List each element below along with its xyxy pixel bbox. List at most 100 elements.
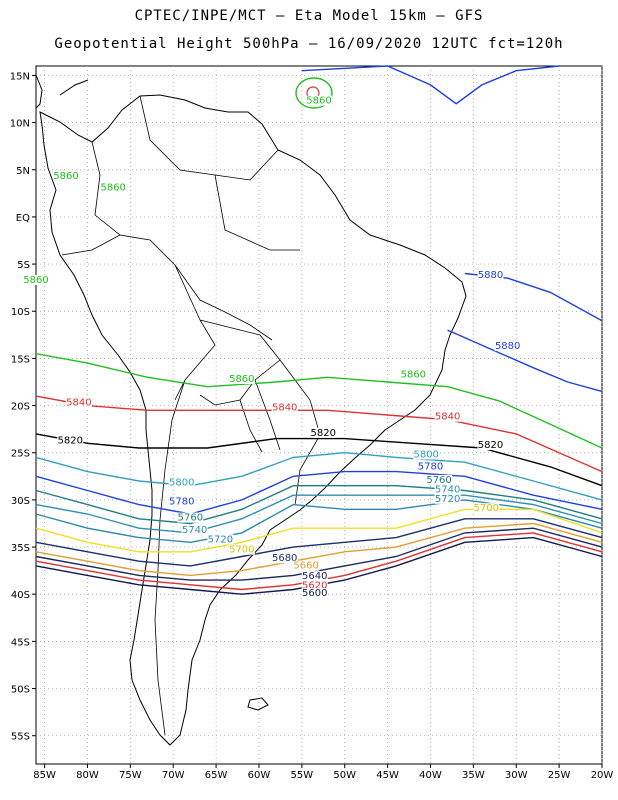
contour-label-5860: 5860 (306, 96, 331, 107)
contour-labels: 5860 5860 5860 5860 5860 5860 5880 5880 5840 5840… (23, 95, 521, 599)
lat-tick-label: 45S (11, 637, 30, 648)
contour-5880 (301, 65, 560, 105)
lon-tick-label: 85W (33, 770, 56, 781)
lon-tick-label: 40W (419, 770, 442, 781)
contour-label-bg (271, 553, 298, 564)
contour-label-bg (310, 427, 337, 438)
contour-label-bg (177, 512, 204, 523)
lat-tick-label: 50S (11, 685, 30, 696)
contour-label-bg (400, 369, 427, 380)
contour-label-5840: 5840 (66, 398, 91, 409)
lat-tick-label: 15N (10, 71, 30, 82)
contour-5620 (35, 532, 603, 591)
contour-label-5660: 5660 (293, 561, 318, 572)
falkland-islands (247, 697, 269, 711)
lat-tick-label: 5S (17, 260, 30, 271)
contour-5800 (35, 451, 603, 501)
lon-tick-label: 45W (376, 770, 399, 781)
contour-label-5860: 5860 (100, 183, 125, 194)
contour-label-bg (473, 503, 500, 514)
contour-label-bg (293, 560, 320, 571)
closed-5860-contour (295, 77, 333, 109)
contour-label-bg (207, 534, 234, 545)
contour-label-bg (301, 580, 328, 591)
contour-label-bg (494, 340, 521, 351)
lat-tick-label: 5N (16, 166, 30, 177)
contour-label-5760: 5760 (426, 475, 451, 486)
contour-label-5620: 5620 (302, 581, 327, 592)
contour-label-5700: 5700 (474, 503, 499, 514)
lat-tick-label: EQ (16, 213, 30, 224)
contour-label-5860: 5860 (23, 275, 48, 286)
contour-label-5740: 5740 (435, 484, 460, 495)
latitude-tick-labels: 15N 10N 5N EQ 5S 10S 15S 20S 25S 30S 35S 40S 45S 50S 5… (10, 71, 30, 742)
lon-tick-label: 70W (162, 770, 185, 781)
lon-tick-label: 65W (205, 770, 228, 781)
contour-5680 (35, 518, 603, 567)
contour-5860 (35, 353, 603, 449)
contour-label-bg (65, 397, 92, 408)
contour-label-5860: 5860 (53, 171, 78, 182)
contour-label-5820: 5820 (311, 428, 336, 439)
lat-tick-label: 20S (11, 402, 30, 413)
contour-label-bg (434, 411, 461, 422)
lon-tick-label: 25W (548, 770, 571, 781)
contour-label-5640: 5640 (302, 571, 327, 582)
contour-label-bg (228, 373, 255, 384)
contour-label-5600: 5600 (302, 588, 327, 599)
contour-label-bg (434, 493, 461, 504)
contour-label-5780: 5780 (169, 497, 194, 508)
lon-tick-label: 55W (291, 770, 314, 781)
contour-label-bg (477, 270, 504, 281)
contour-label-5860: 5860 (229, 374, 254, 385)
contour-label-bg (477, 440, 504, 451)
lon-tick-label: 80W (76, 770, 99, 781)
contour-5780 (35, 470, 603, 515)
contour-label-bg (181, 524, 208, 535)
lat-tick-label: 15S (11, 354, 30, 365)
central-america-coast (35, 74, 43, 109)
map-title-line-1: CPTEC/INPE/MCT – Eta Model 15km – GFS (134, 8, 484, 24)
contour-5760 (35, 485, 603, 525)
contour-label-5720: 5720 (208, 534, 233, 545)
contour-label-5820: 5820 (58, 435, 83, 446)
lon-tick-label: 20W (591, 770, 614, 781)
contour-label-bg (23, 274, 49, 285)
contour-5880 (447, 329, 603, 393)
longitude-tick-labels: 85W 80W 75W 70W 65W 60W 55W 50W 45W 40W 35W 30W 25W 2… (33, 770, 613, 781)
south-america-coast (39, 94, 467, 746)
contour-label-5720: 5720 (435, 494, 460, 505)
contour-label-bg (301, 588, 328, 599)
contour-label-5760: 5760 (178, 513, 203, 524)
lat-tick-label: 10N (10, 119, 30, 130)
contour-5600 (35, 536, 603, 595)
contour-label-bg (53, 171, 80, 182)
lon-tick-label: 75W (119, 770, 142, 781)
lat-tick-label: 55S (11, 732, 30, 743)
contour-label-bg (100, 182, 127, 193)
lon-tick-label: 30W (505, 770, 528, 781)
lon-tick-label: 50W (333, 770, 356, 781)
contour-label-5740: 5740 (182, 525, 207, 536)
contour-label-5820: 5820 (478, 440, 503, 451)
contour-label-bg (426, 474, 453, 485)
contour-label-bg (301, 571, 328, 582)
contour-label-bg (417, 461, 444, 472)
lat-tick-label: 35S (11, 543, 30, 554)
contour-label-bg (306, 95, 332, 106)
lat-tick-label: 40S (11, 590, 30, 601)
contour-label-bg (228, 544, 255, 555)
contour-label-bg (168, 496, 195, 507)
map-frame (35, 65, 603, 765)
map-title-line-2: Geopotential Height 500hPa – 16/09/2020 … (54, 36, 564, 52)
contour-label-bg (434, 484, 461, 495)
contour-label-5840: 5840 (272, 402, 297, 413)
contour-label-5880: 5880 (478, 270, 503, 281)
contour-label-5800: 5800 (169, 478, 194, 489)
contour-label-5860: 5860 (401, 369, 426, 380)
contour-5720 (35, 499, 603, 544)
lat-tick-label: 30S (11, 496, 30, 507)
contour-5820 (35, 433, 603, 487)
contour-label-bg (57, 435, 84, 446)
